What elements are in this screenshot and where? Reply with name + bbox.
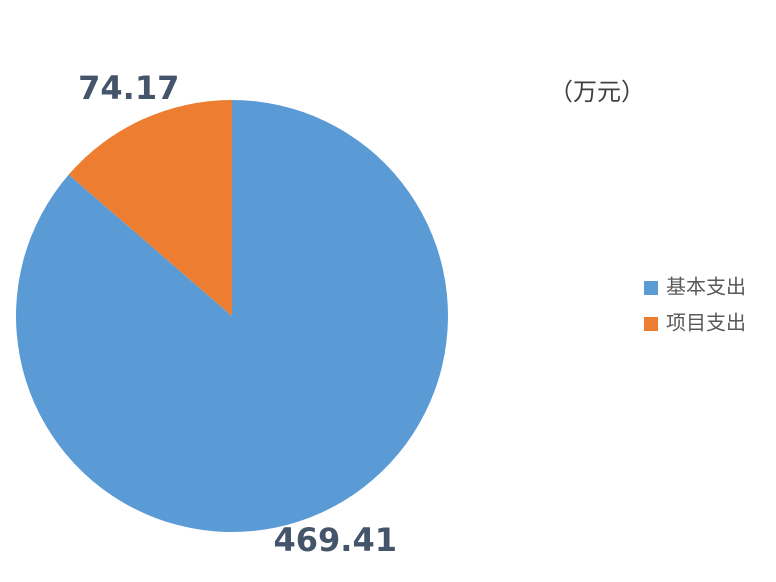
legend-label: 基本支出 <box>666 275 746 299</box>
pie-slice <box>68 100 232 316</box>
legend-swatch <box>644 317 658 331</box>
data-label: 469.41 <box>274 521 397 559</box>
legend-swatch <box>644 281 658 295</box>
legend-label: 项目支出 <box>666 311 746 335</box>
data-label: 74.17 <box>78 69 179 107</box>
pie-slice <box>15 100 448 532</box>
unit-label: （万元） <box>549 78 645 106</box>
